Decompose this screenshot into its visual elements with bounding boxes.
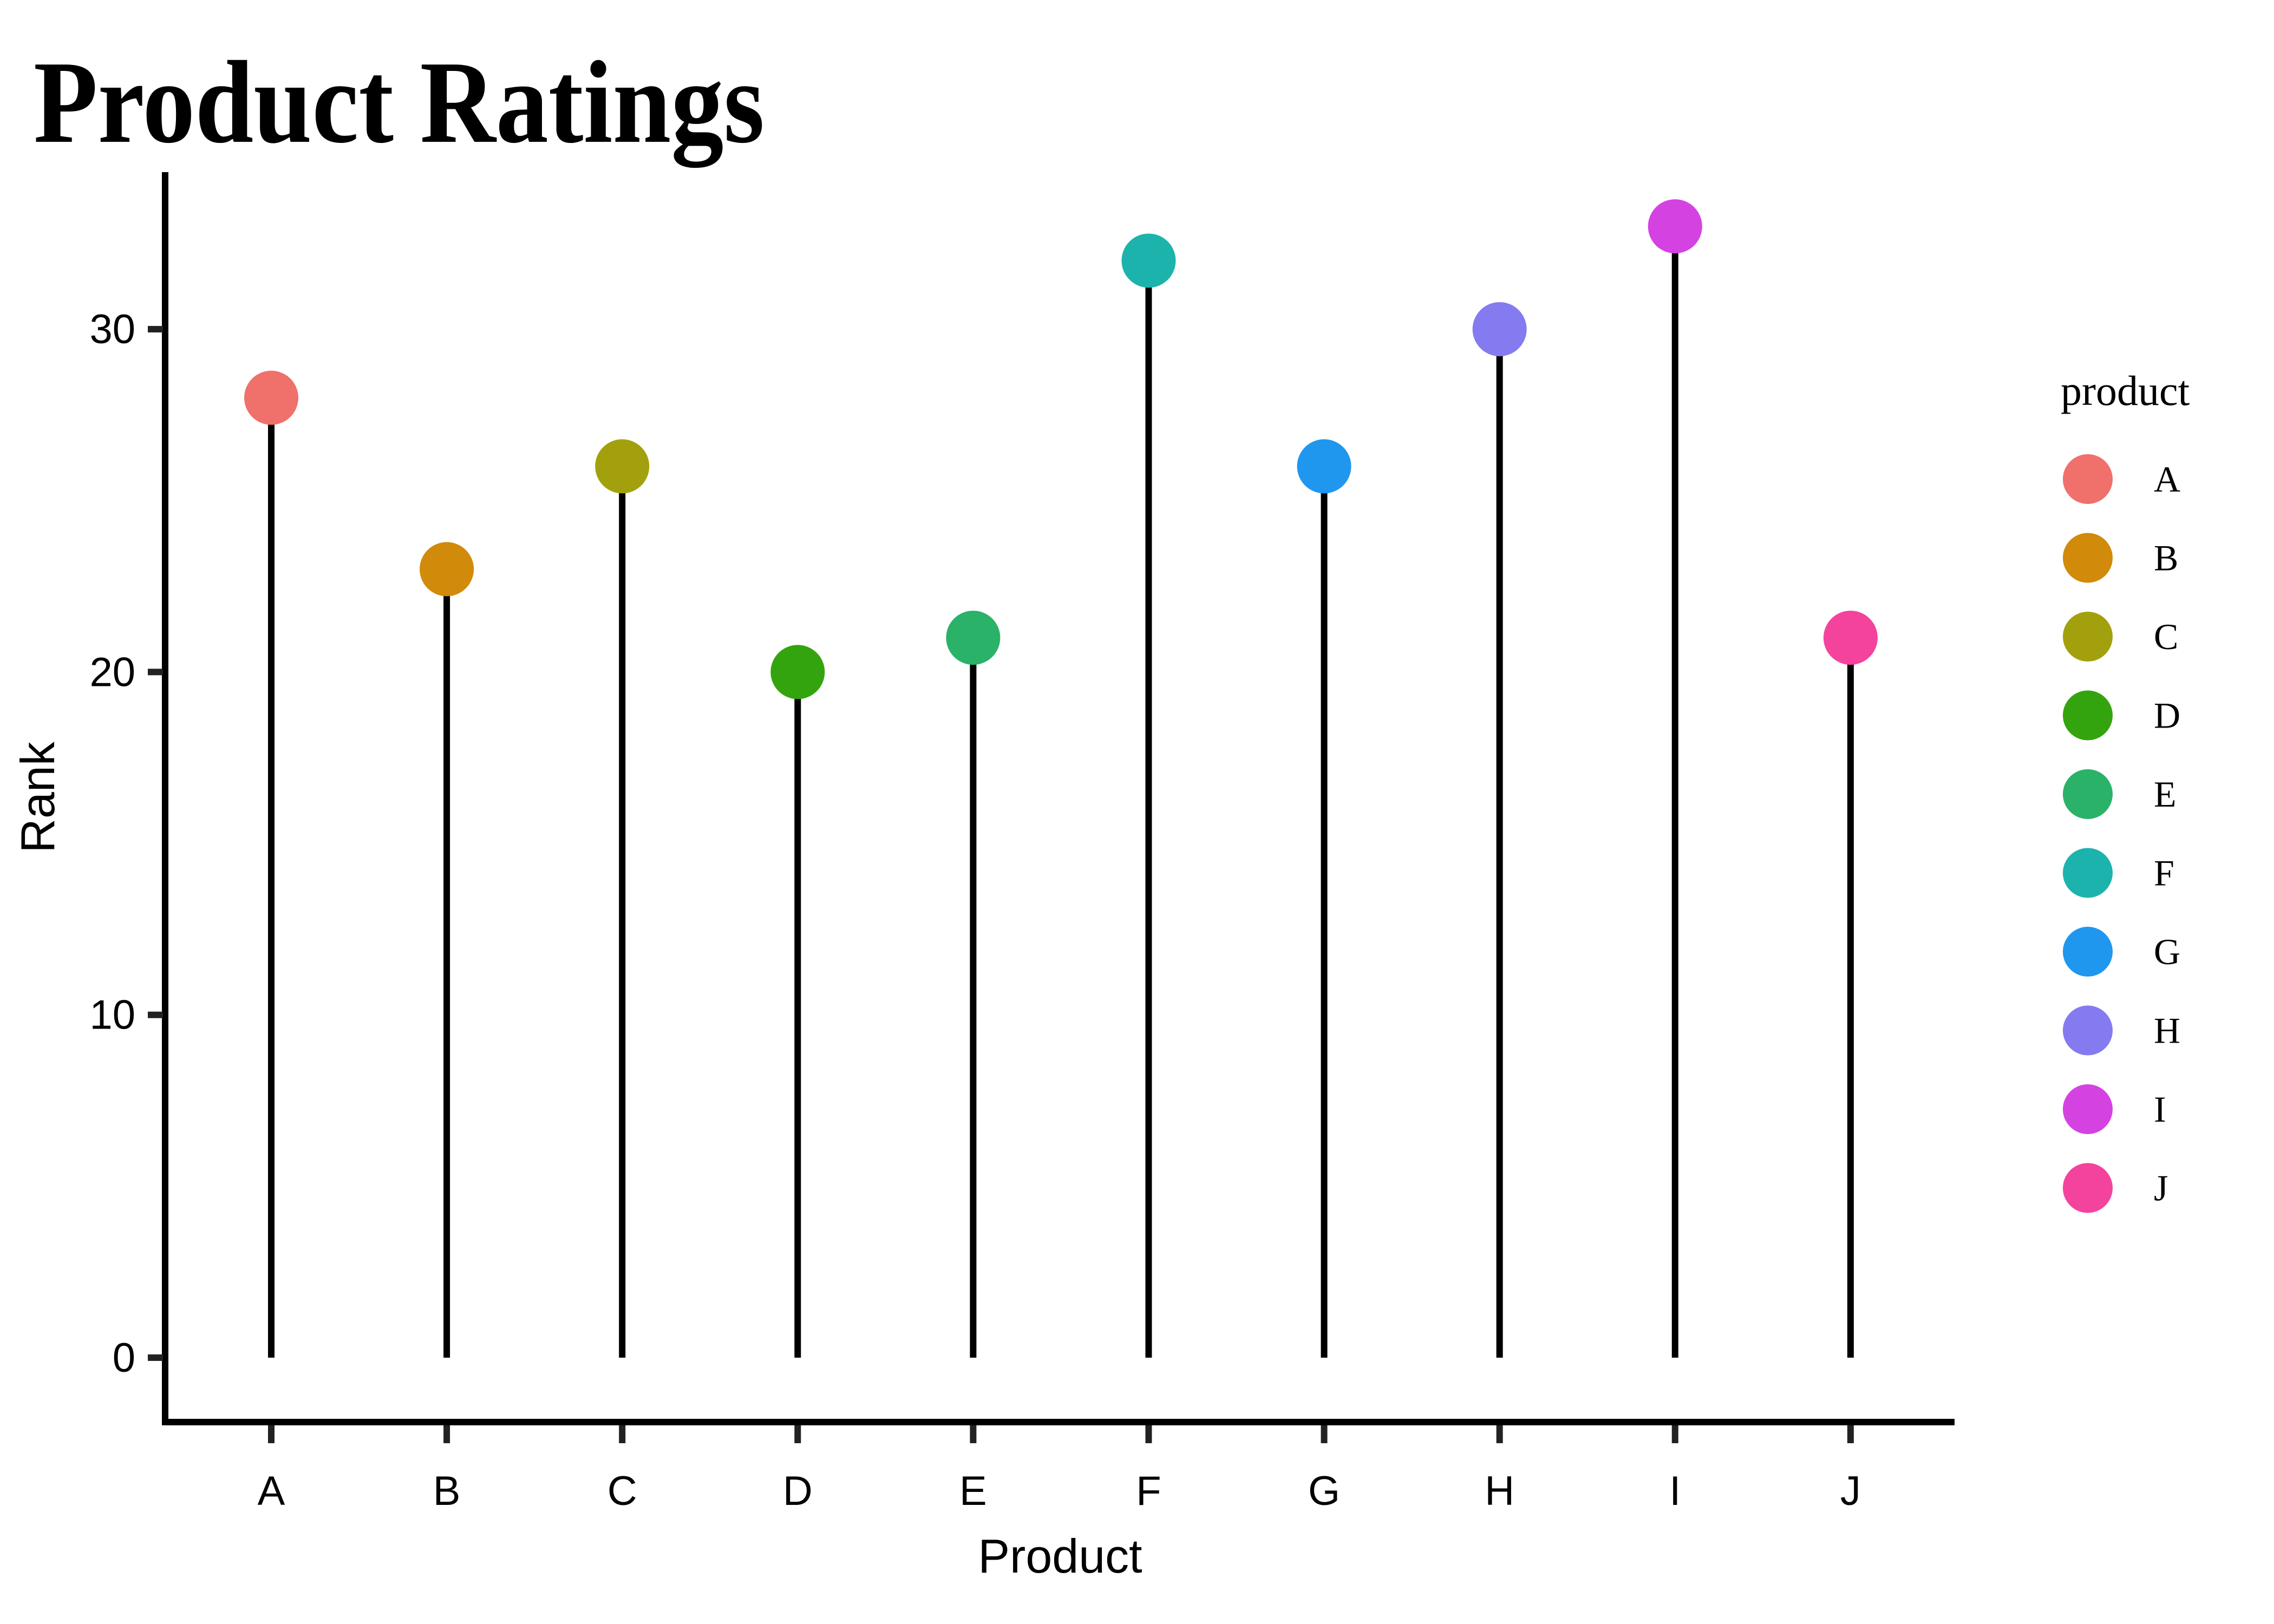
- legend-label-G: G: [2154, 931, 2180, 972]
- lollipop-point-F: [1121, 233, 1176, 288]
- legend-label-F: F: [2154, 853, 2174, 894]
- x-tick-label: C: [607, 1468, 637, 1514]
- lollipop-point-G: [1297, 439, 1351, 494]
- y-tick-label: 0: [113, 1335, 135, 1381]
- x-axis-label: Product: [978, 1529, 1142, 1583]
- legend-swatch-B: [2063, 533, 2113, 583]
- legend-title: product: [2061, 367, 2190, 414]
- x-tick-label: G: [1308, 1468, 1340, 1514]
- x-tick-label: J: [1840, 1468, 1861, 1514]
- x-tick-label: E: [959, 1468, 987, 1514]
- lollipop-point-H: [1472, 302, 1527, 357]
- legend-swatch-I: [2063, 1084, 2113, 1134]
- lollipop-point-I: [1648, 199, 1702, 254]
- legend-label-H: H: [2154, 1010, 2180, 1051]
- legend-swatch-D: [2063, 690, 2113, 741]
- legend-swatch-G: [2063, 927, 2113, 977]
- x-tick-label: D: [783, 1468, 813, 1514]
- lollipop-point-B: [420, 542, 474, 597]
- legend-swatch-C: [2063, 612, 2113, 662]
- lollipop-point-A: [244, 370, 298, 425]
- legend-label-D: D: [2154, 695, 2180, 736]
- legend-label-A: A: [2154, 459, 2180, 500]
- x-tick-label: F: [1136, 1468, 1161, 1514]
- lollipop-point-C: [595, 439, 650, 494]
- lollipop-point-J: [1823, 611, 1878, 665]
- y-tick-label: 30: [89, 306, 135, 352]
- y-tick-label: 20: [89, 649, 135, 695]
- x-tick-label: I: [1669, 1468, 1681, 1514]
- legend-label-J: J: [2154, 1168, 2168, 1209]
- legend-label-B: B: [2154, 538, 2178, 579]
- legend-swatch-F: [2063, 848, 2113, 898]
- x-tick-label: H: [1485, 1468, 1514, 1514]
- legend-label-I: I: [2154, 1089, 2166, 1130]
- legend-label-C: C: [2154, 616, 2178, 657]
- legend-swatch-A: [2063, 454, 2113, 504]
- lollipop-point-D: [770, 645, 825, 699]
- legend-swatch-E: [2063, 769, 2113, 819]
- legend-label-E: E: [2154, 774, 2177, 815]
- chart-title: Product Ratings: [34, 37, 764, 168]
- lollipop-point-E: [946, 611, 1001, 665]
- y-axis-label: Rank: [11, 741, 64, 853]
- legend-swatch-H: [2063, 1005, 2113, 1056]
- x-tick-label: A: [258, 1468, 285, 1514]
- plot-area: 0 10 20 30 A B C D E F G H I J: [89, 199, 1878, 1514]
- legend-swatch-J: [2063, 1163, 2113, 1213]
- x-tick-label: B: [433, 1468, 461, 1514]
- y-tick-label: 10: [89, 992, 135, 1038]
